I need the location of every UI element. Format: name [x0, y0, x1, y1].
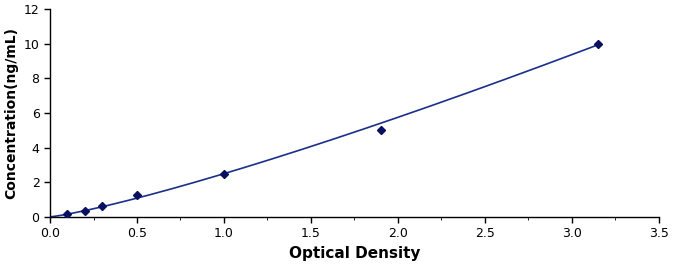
Y-axis label: Concentration(ng/mL): Concentration(ng/mL)	[4, 27, 18, 199]
X-axis label: Optical Density: Optical Density	[289, 246, 420, 261]
